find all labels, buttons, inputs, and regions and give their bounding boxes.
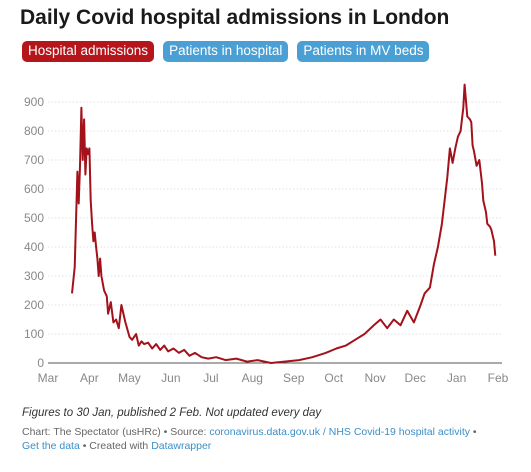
- y-tick-label: 0: [37, 356, 44, 370]
- chart-title: Daily Covid hospital admissions in Londo…: [20, 6, 450, 29]
- x-tick-label: Jul: [203, 371, 218, 385]
- x-tick-label: Feb: [488, 371, 509, 385]
- x-tick-label: Apr: [80, 371, 99, 385]
- series-line-hospital-admissions: [71, 83, 497, 364]
- y-tick-label: 300: [24, 269, 44, 283]
- credit-text: Chart: The Spectator (usHRc) • Source:: [22, 426, 207, 438]
- tab-hospital-admissions[interactable]: Hospital admissions: [22, 41, 155, 62]
- tab-patients-in-hospital[interactable]: Patients in hospital: [163, 41, 289, 62]
- x-tick-label: Oct: [324, 371, 343, 385]
- line-chart: 0 100 200 300 400 500 600 700 800 900 Mar Apr May Ju…: [24, 83, 509, 385]
- get-data-link[interactable]: Get the data: [22, 440, 80, 452]
- y-tick-label: 100: [24, 327, 44, 341]
- credit-sep: •: [470, 426, 477, 438]
- x-axis-ticks: Mar Apr May Jun Jul Aug Sep Oct Nov Dec Jan Feb: [38, 371, 509, 385]
- x-tick-label: Aug: [242, 371, 263, 385]
- x-tick-label: Mar: [38, 371, 59, 385]
- x-tick-label: Dec: [405, 371, 426, 385]
- chart-tabs: Hospital admissions Patients in hospital…: [22, 41, 430, 62]
- tab-patients-in-mv-beds[interactable]: Patients in MV beds: [297, 41, 430, 62]
- credit-created: • Created with: [79, 440, 149, 452]
- gridlines: [48, 101, 502, 364]
- y-tick-label: 600: [24, 182, 44, 196]
- datawrapper-link[interactable]: Datawrapper: [151, 440, 212, 452]
- x-tick-label: Jan: [447, 371, 466, 385]
- y-axis-ticks: 0 100 200 300 400 500 600 700 800 900: [24, 95, 44, 370]
- x-tick-label: Sep: [283, 371, 305, 385]
- x-tick-label: Jun: [161, 371, 180, 385]
- x-tick-label: May: [118, 371, 141, 385]
- chart-credits: Chart: The Spectator (usHRc) • Source: c…: [22, 425, 517, 453]
- y-tick-label: 500: [24, 211, 44, 225]
- source-link[interactable]: coronavirus.data.gov.uk / NHS Covid-19 h…: [209, 426, 470, 438]
- y-tick-label: 200: [24, 298, 44, 312]
- chart-note: Figures to 30 Jan, published 2 Feb. Not …: [22, 407, 322, 419]
- y-tick-label: 800: [24, 124, 44, 138]
- y-tick-label: 400: [24, 240, 44, 254]
- y-tick-label: 900: [24, 95, 44, 109]
- x-tick-label: Nov: [364, 371, 385, 385]
- y-tick-label: 700: [24, 153, 44, 167]
